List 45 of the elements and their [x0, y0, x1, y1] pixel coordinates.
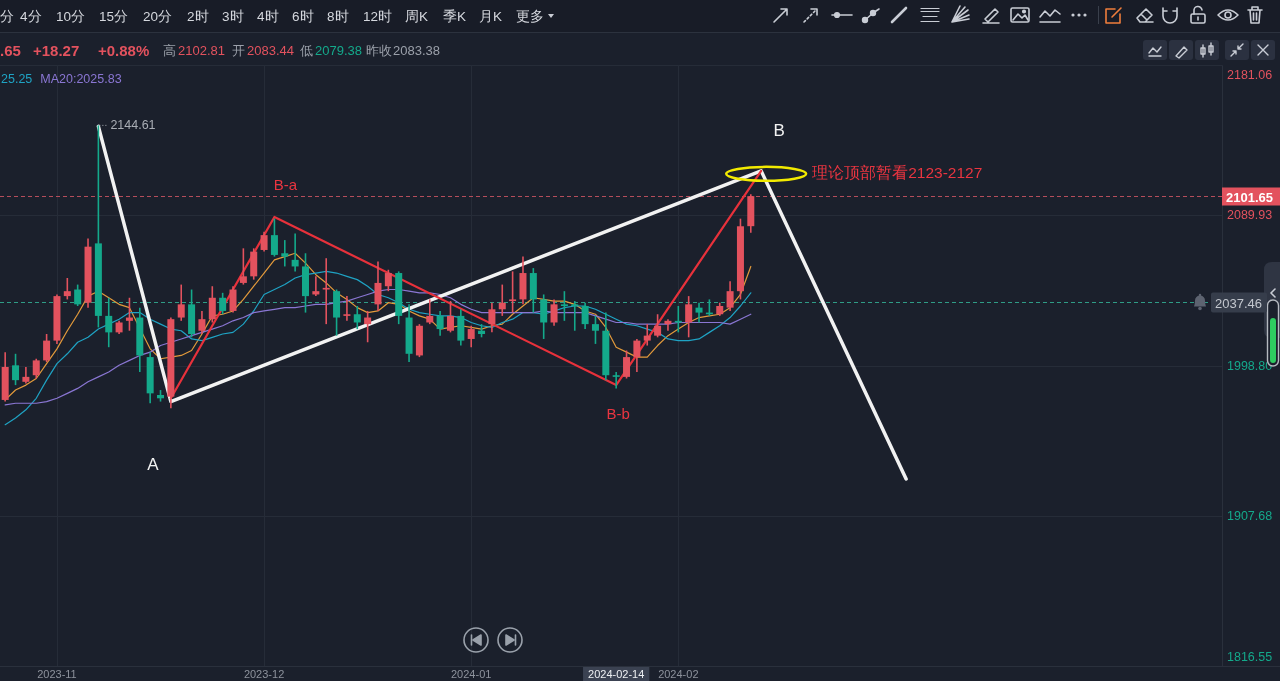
text: .65 — [0, 41, 21, 59]
y-tick-label: 2181.06 — [1227, 68, 1273, 83]
text: 低 — [300, 42, 313, 58]
text: 高 — [163, 42, 176, 58]
text: 开 — [232, 42, 245, 58]
text: MA20:2025.83 — [40, 71, 122, 86]
text: 20分 — [143, 8, 173, 24]
annotation: B-b — [606, 404, 630, 422]
ref-line-label: 2101.65 — [1226, 189, 1273, 204]
text: 15分 — [99, 8, 129, 24]
text: 季K — [443, 8, 467, 24]
text: 10分 — [56, 8, 86, 24]
x-tick-label: 2023-12 — [243, 668, 285, 680]
y-tick-label: 1816.55 — [1227, 650, 1273, 664]
text: 4分 — [20, 8, 42, 24]
annotation: 理论顶部暂看2123-2127 — [812, 163, 983, 181]
text: 昨收 — [366, 42, 392, 58]
annotation: 2144.61 — [110, 118, 156, 133]
text: 6时 — [292, 8, 314, 24]
text: 25.25 — [1, 71, 33, 86]
y-tick-label: 2089.93 — [1227, 208, 1273, 223]
text: 周K — [405, 8, 429, 24]
text: 更多 — [516, 8, 544, 24]
x-tick-label: 2023-11 — [37, 668, 77, 680]
text: 4时 — [257, 8, 279, 24]
text: 12时 — [363, 8, 393, 24]
text: 2079.38 — [315, 42, 362, 58]
x-tick-label: 2024-01 — [451, 668, 492, 680]
text: 2083.44 — [247, 42, 294, 58]
text: 2024-02-14 — [588, 668, 645, 680]
annotation: B — [773, 120, 785, 140]
text: 2时 — [187, 8, 209, 24]
text: 分 — [0, 8, 14, 24]
text: 月K — [479, 8, 503, 24]
text: 2102.81 — [178, 42, 225, 58]
x-tick-label: 2024-02 — [658, 668, 699, 680]
text: 8时 — [327, 8, 349, 24]
text: 2083.38 — [393, 42, 440, 58]
annotation: B-a — [273, 175, 298, 193]
text: +18.27 — [33, 41, 80, 59]
ref-line-label: 2037.46 — [1215, 295, 1262, 310]
text: +0.88% — [98, 41, 150, 59]
text: 3时 — [222, 8, 244, 24]
y-tick-label: 1907.68 — [1227, 508, 1273, 523]
annotation: A — [147, 454, 160, 474]
